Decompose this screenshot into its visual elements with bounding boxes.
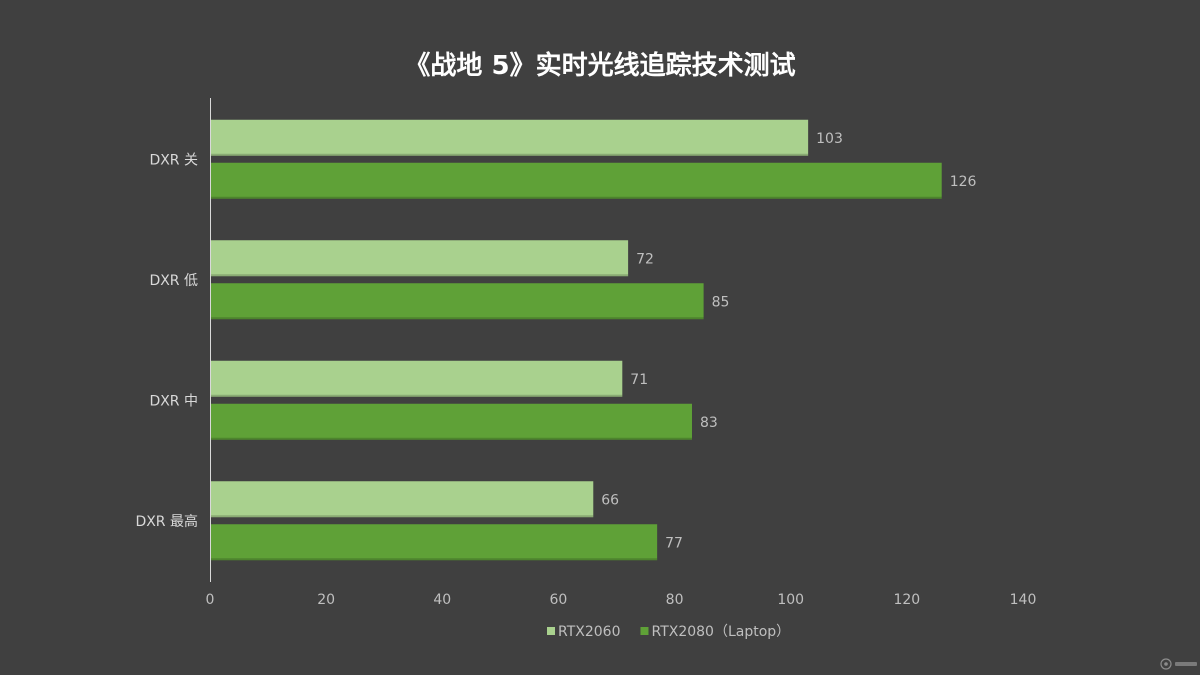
- legend-label: RTX2080（Laptop）: [651, 624, 790, 640]
- chart-title: 《战地 5》实时光线追踪技术测试: [404, 50, 795, 81]
- bar-shadow: [211, 394, 623, 397]
- category-label: DXR 关: [149, 152, 198, 168]
- labels-layer: DXR 关 103 126 DXR 低 72 85 DXR 中 71 83 DXR 最高 66 77: [135, 131, 976, 552]
- x-tick-label: 60: [550, 592, 568, 608]
- bars-layer: [211, 119, 942, 561]
- data-label: 66: [601, 492, 619, 508]
- data-label: 83: [700, 415, 718, 431]
- category-label: DXR 最高: [135, 513, 198, 530]
- category-label: DXR 低: [149, 273, 198, 289]
- legend: RTX2060 RTX2080（Laptop）: [547, 624, 790, 640]
- data-label: 72: [636, 251, 654, 267]
- bar: [211, 524, 658, 561]
- bar: [211, 240, 629, 277]
- x-tick-label: 40: [433, 592, 451, 608]
- bar: [211, 481, 594, 518]
- watermark-logo-icon: [1160, 658, 1197, 670]
- bar-shadow: [211, 515, 594, 518]
- bar-shadow: [211, 317, 704, 320]
- legend-swatch: [640, 627, 649, 635]
- x-tick-label: 140: [1010, 592, 1037, 608]
- x-tick-label: 80: [666, 592, 684, 608]
- data-label: 126: [950, 174, 977, 190]
- x-tick-label: 100: [777, 592, 804, 608]
- bar-shadow: [211, 437, 692, 440]
- bar: [211, 283, 704, 320]
- bar-shadow: [211, 196, 942, 199]
- x-tick-label: 0: [206, 592, 215, 608]
- data-label: 103: [816, 131, 843, 147]
- bar: [211, 119, 809, 156]
- x-tick-label: 120: [893, 592, 920, 608]
- data-label: 71: [630, 372, 648, 388]
- bar-shadow: [211, 153, 809, 156]
- bar: [211, 403, 692, 440]
- x-tick-label: 20: [317, 592, 335, 608]
- bar: [211, 162, 942, 199]
- bar-shadow: [211, 274, 629, 277]
- data-label: 85: [712, 294, 730, 310]
- legend-label: RTX2060: [558, 624, 620, 640]
- bar-shadow: [211, 558, 658, 561]
- legend-swatch: [547, 627, 555, 635]
- x-tick-labels: 0 20 40 60 80 100 120 140: [206, 592, 1037, 608]
- data-label: 77: [665, 535, 683, 551]
- bar: [211, 360, 623, 397]
- category-label: DXR 中: [149, 393, 198, 409]
